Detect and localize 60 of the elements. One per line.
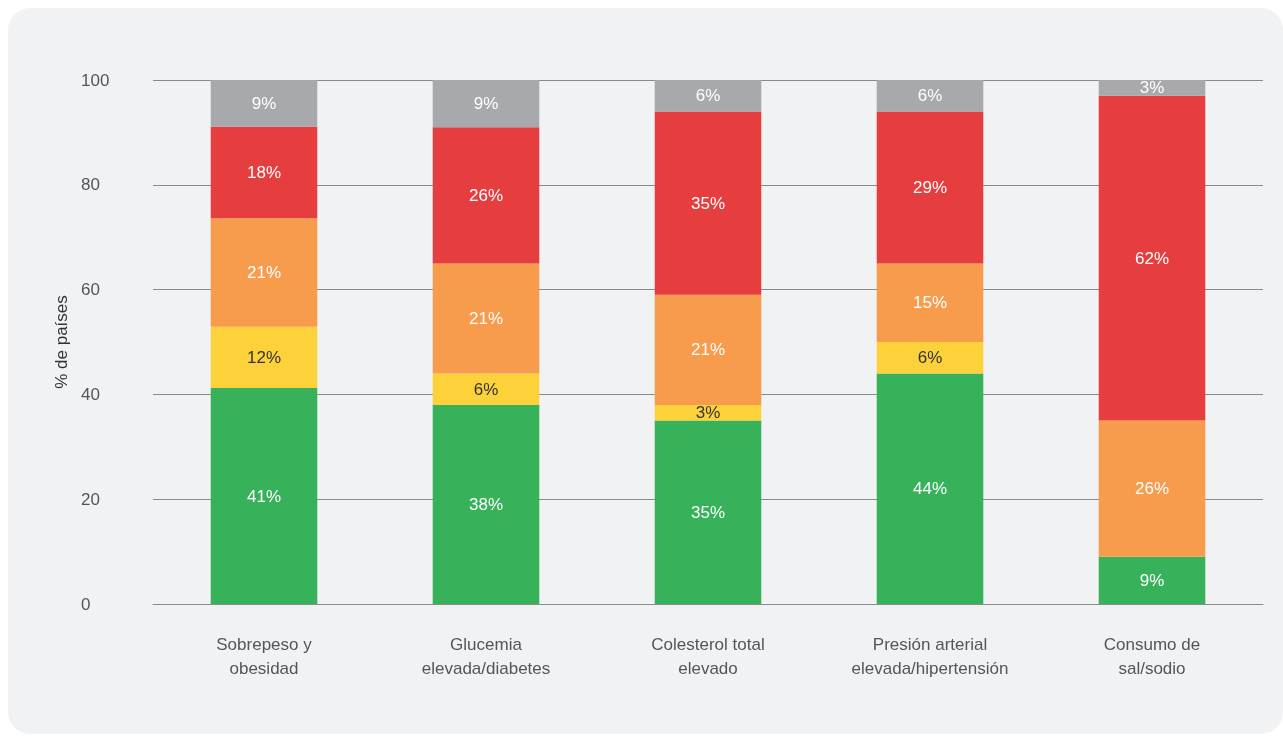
data-label: 44% [912, 479, 948, 499]
bar [876, 342, 984, 374]
bar [432, 80, 540, 128]
data-label: 9% [473, 94, 499, 114]
bar [654, 404, 762, 421]
y-tick-label: 60 [81, 280, 100, 300]
bar [654, 294, 762, 405]
y-tick-label: 0 [81, 594, 91, 614]
data-label: 21% [246, 263, 282, 283]
bar [432, 404, 540, 604]
bar [432, 263, 540, 374]
x-tick-label: Consumo de sal/sodio [1103, 634, 1201, 678]
bar [876, 111, 984, 264]
bar [876, 263, 984, 342]
data-label: 12% [246, 347, 282, 367]
bar [210, 126, 318, 219]
bar [654, 111, 762, 295]
bar [1098, 420, 1206, 557]
bar [1098, 80, 1206, 96]
y-tick-label: 80 [81, 175, 100, 195]
data-label: 21% [690, 340, 726, 360]
y-axis-title: % de países [52, 295, 72, 389]
bar [654, 80, 762, 112]
data-label: 9% [251, 93, 277, 113]
data-label: 62% [1134, 248, 1170, 268]
data-label: 6% [917, 348, 943, 368]
y-tick-label: 100 [81, 70, 110, 90]
data-label: 6% [473, 379, 499, 399]
data-label: 41% [246, 486, 282, 506]
data-label: 18% [246, 162, 282, 182]
bar [1098, 556, 1206, 604]
bar [210, 326, 318, 389]
data-label: 35% [690, 193, 726, 213]
data-label: 21% [468, 308, 504, 328]
bar [876, 80, 984, 112]
x-tick-label: Sobrepeso y obesidad [216, 634, 313, 678]
data-label: 35% [690, 502, 726, 522]
data-label: 29% [912, 177, 948, 197]
data-label: 6% [695, 86, 721, 106]
data-label: 26% [468, 185, 504, 205]
y-tick-label: 20 [81, 489, 100, 509]
y-tick-label: 40 [81, 384, 100, 404]
bar [210, 218, 318, 327]
x-tick-label: Presión arterial elevada/hipertensión [851, 634, 1009, 678]
data-label: 26% [1134, 479, 1170, 499]
bar [876, 373, 984, 604]
data-label: 9% [1139, 570, 1165, 590]
x-tick-label: Colesterol total elevado [651, 634, 765, 678]
bar [432, 127, 540, 264]
data-label: 3% [695, 403, 721, 423]
bar [1098, 95, 1206, 421]
x-tick-label: Glucemia elevada/diabetes [421, 634, 551, 678]
data-label: 15% [912, 293, 948, 313]
data-label: 6% [917, 86, 943, 106]
bar [210, 80, 318, 127]
bar [432, 373, 540, 405]
bar [210, 388, 318, 604]
data-label: 38% [468, 494, 504, 514]
bar [654, 420, 762, 604]
data-label: 3% [1139, 78, 1165, 98]
